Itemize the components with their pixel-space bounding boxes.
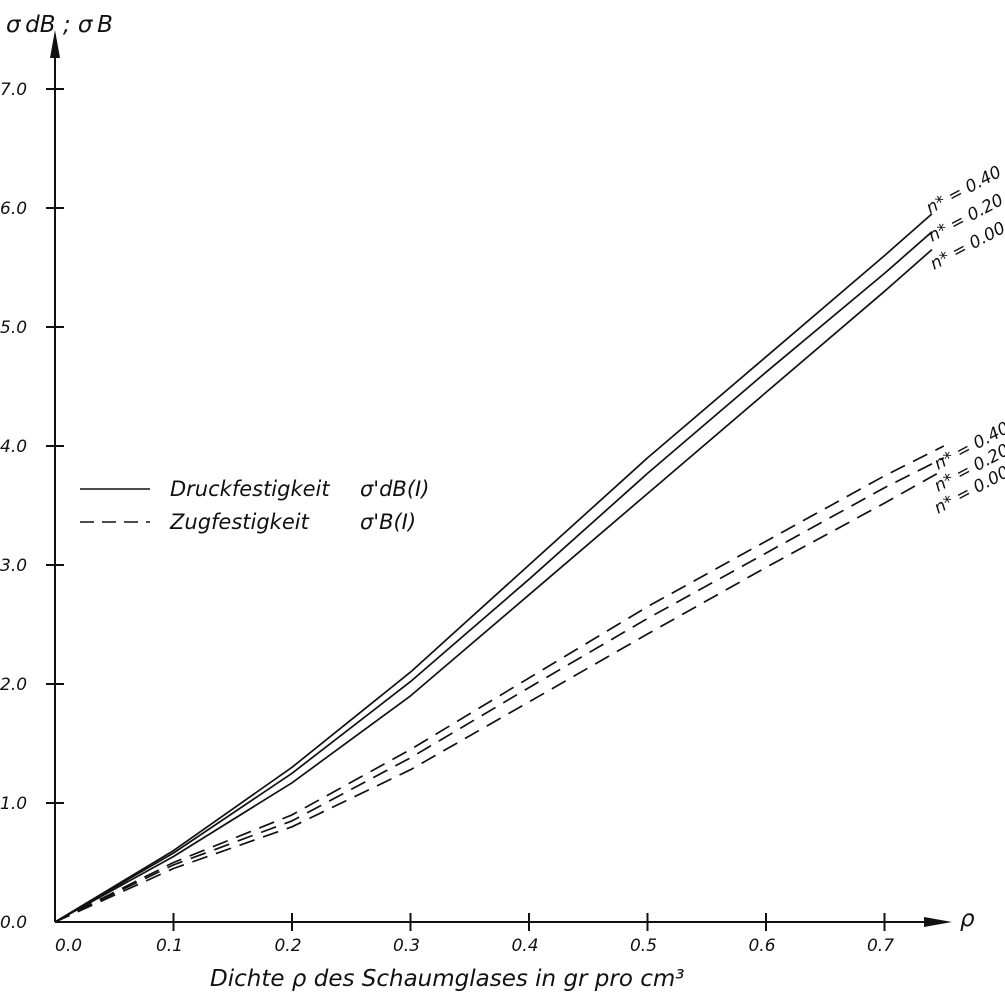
series-line-zug-3 <box>54 445 945 923</box>
legend-label-druckfestigkeit: Druckfestigkeit <box>170 477 330 501</box>
tick-marks: 0.0 0.1 0.2 0.3 0.4 0.5 0.6 0.7 0.0 1.0 2.0 3.0 4.0 5… <box>0 80 894 956</box>
x-tick-label: 0.4 <box>511 936 538 956</box>
x-tick-label: 0.3 <box>393 936 420 956</box>
x-tick-label: 0.5 <box>630 936 657 956</box>
y-tick-label: 7.0 <box>0 80 27 100</box>
legend-symbol-zugfestigkeit: σ'B(I) <box>360 510 416 534</box>
series-line-zug-5 <box>54 469 945 923</box>
x-tick-label: 0.2 <box>274 936 301 956</box>
series-lines <box>54 213 945 923</box>
y-tick-label: 0.0 <box>0 913 27 933</box>
x-axis-arrow <box>924 917 952 927</box>
series-line-druck-0 <box>54 213 933 923</box>
x-axis-label: Dichte ρ des Schaumglases in gr pro cm³ <box>210 966 685 992</box>
y-tick-label: 2.0 <box>0 675 27 695</box>
legend-symbol-druckfestigkeit: σ'dB(I) <box>360 477 429 501</box>
x-tick-label: 0.7 <box>867 936 894 956</box>
x-tick-label: 0.0 <box>55 936 82 956</box>
y-axis-label: σ dB ; σ B <box>6 12 113 38</box>
axes <box>50 30 952 927</box>
x-tick-label: 0.6 <box>748 936 775 956</box>
curve-annotations: n* = 0.40n* = 0.20n* = 0.00n* = 0.40n* =… <box>923 162 1005 518</box>
y-tick-label: 3.0 <box>0 556 27 576</box>
x-axis-symbol: ρ <box>960 906 975 932</box>
series-line-zug-4 <box>54 457 945 923</box>
y-tick-label: 4.0 <box>0 437 27 457</box>
y-tick-label: 6.0 <box>0 199 27 219</box>
y-tick-label: 1.0 <box>0 794 27 814</box>
y-axis-arrow <box>50 30 60 58</box>
series-line-druck-2 <box>54 248 933 923</box>
legend: Druckfestigkeit σ'dB(I) Zugfestigkeit σ'… <box>80 477 429 534</box>
x-tick-label: 0.1 <box>156 936 183 956</box>
y-tick-label: 5.0 <box>0 318 27 338</box>
legend-label-zugfestigkeit: Zugfestigkeit <box>169 510 310 534</box>
series-line-druck-1 <box>54 231 933 923</box>
